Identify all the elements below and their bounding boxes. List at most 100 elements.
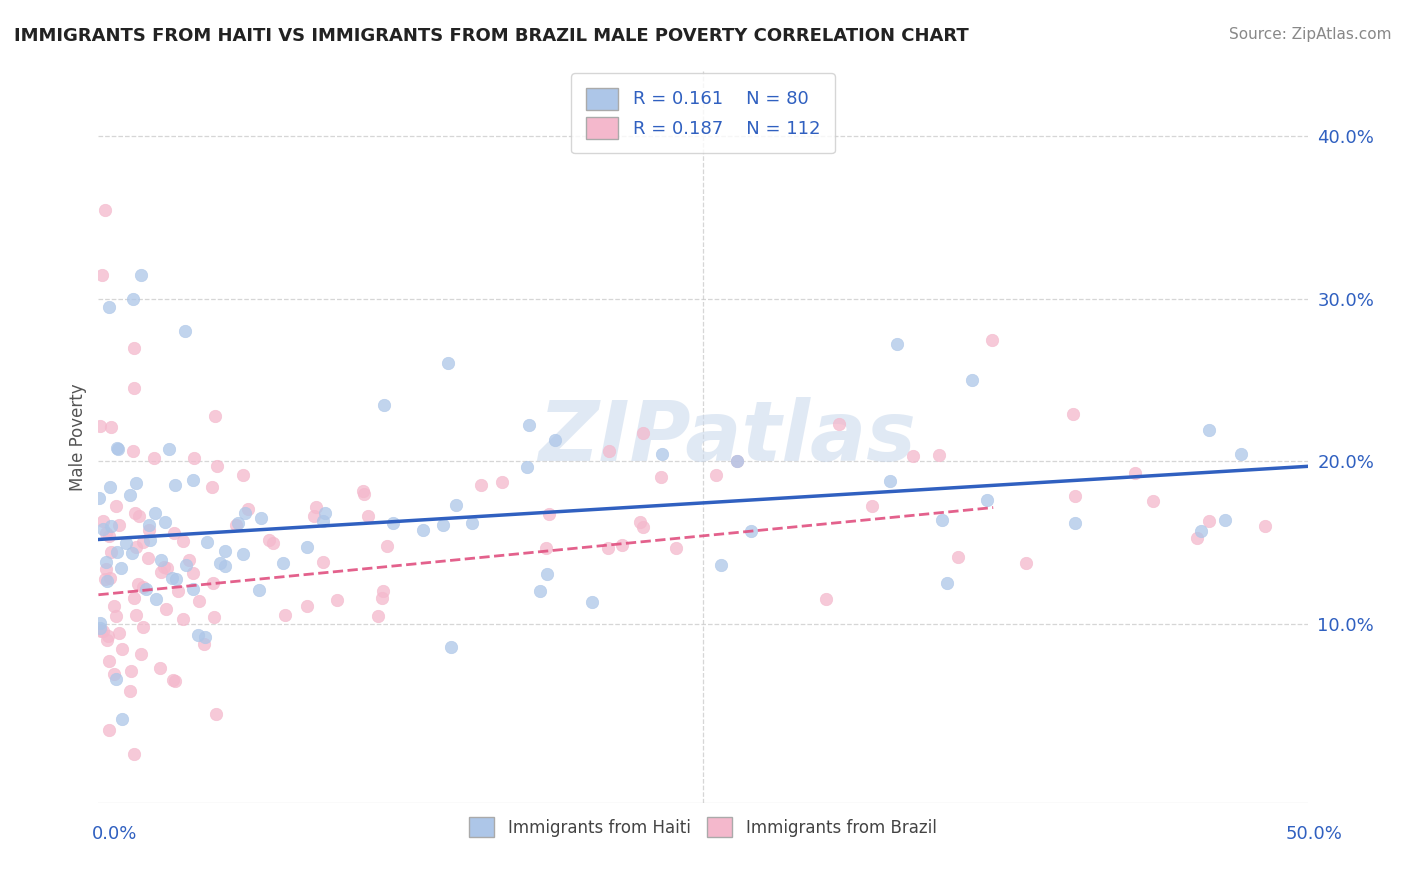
Point <box>665 541 688 555</box>
Point <box>194 631 217 645</box>
Point <box>165 572 187 586</box>
Point <box>581 595 603 609</box>
Point <box>131 647 153 661</box>
Point <box>110 561 132 575</box>
Point <box>110 712 132 726</box>
Point <box>247 582 270 597</box>
Point <box>204 409 226 423</box>
Point <box>105 544 128 558</box>
Point <box>183 450 205 465</box>
Point <box>122 747 145 761</box>
Point <box>236 501 259 516</box>
Point <box>129 268 152 282</box>
Point <box>271 557 294 571</box>
Point <box>444 498 467 512</box>
Point <box>470 478 492 492</box>
Point <box>149 565 172 579</box>
Point <box>373 398 395 412</box>
Point <box>173 325 195 339</box>
Point <box>704 468 727 483</box>
Point <box>412 523 434 537</box>
Point <box>1229 447 1251 461</box>
Point <box>628 515 651 529</box>
Point <box>598 444 620 458</box>
Point <box>1015 557 1038 571</box>
Point <box>153 560 176 574</box>
Point <box>305 500 328 514</box>
Point <box>232 468 254 483</box>
Point <box>544 433 567 447</box>
Point <box>181 473 204 487</box>
Point <box>814 591 837 606</box>
Point <box>155 601 177 615</box>
Point <box>886 337 908 351</box>
Point <box>104 672 127 686</box>
Point <box>432 517 454 532</box>
Point <box>538 507 561 521</box>
Point <box>111 641 134 656</box>
Point <box>149 661 172 675</box>
Point <box>491 475 513 490</box>
Point <box>980 333 1002 347</box>
Point <box>226 516 249 530</box>
Point <box>157 442 180 456</box>
Point <box>725 454 748 468</box>
Point <box>89 615 111 630</box>
Point <box>136 550 159 565</box>
Point <box>295 540 318 554</box>
Point <box>160 571 183 585</box>
Point <box>94 555 117 569</box>
Point <box>740 524 762 538</box>
Point <box>209 557 232 571</box>
Text: 50.0%: 50.0% <box>1286 825 1343 843</box>
Point <box>200 480 222 494</box>
Point <box>1198 424 1220 438</box>
Point <box>131 535 153 549</box>
Point <box>105 441 128 455</box>
Point <box>97 300 120 314</box>
Point <box>97 629 120 643</box>
Point <box>1063 489 1085 503</box>
Point <box>225 517 247 532</box>
Point <box>946 549 969 564</box>
Point <box>132 580 155 594</box>
Point <box>89 622 111 636</box>
Point <box>105 499 128 513</box>
Point <box>132 620 155 634</box>
Point <box>90 268 112 282</box>
Point <box>166 583 188 598</box>
Point <box>96 633 118 648</box>
Point <box>135 582 157 596</box>
Point <box>121 292 143 306</box>
Point <box>633 520 655 534</box>
Point <box>143 506 166 520</box>
Point <box>205 707 228 722</box>
Point <box>202 610 225 624</box>
Point <box>153 516 176 530</box>
Point <box>103 599 125 614</box>
Point <box>128 508 150 523</box>
Y-axis label: Male Poverty: Male Poverty <box>69 384 87 491</box>
Point <box>172 534 194 549</box>
Point <box>145 591 167 606</box>
Point <box>94 202 117 217</box>
Point <box>725 454 748 468</box>
Point <box>98 570 121 584</box>
Point <box>1063 516 1085 530</box>
Point <box>314 506 336 520</box>
Point <box>517 417 540 432</box>
Point <box>115 536 138 550</box>
Point <box>138 518 160 533</box>
Point <box>98 479 121 493</box>
Point <box>1253 519 1275 533</box>
Point <box>828 417 851 431</box>
Point <box>177 552 200 566</box>
Point <box>529 584 551 599</box>
Point <box>536 541 558 555</box>
Point <box>610 538 633 552</box>
Point <box>124 506 146 520</box>
Point <box>1198 514 1220 528</box>
Point <box>302 508 325 523</box>
Point <box>172 612 194 626</box>
Point <box>100 519 122 533</box>
